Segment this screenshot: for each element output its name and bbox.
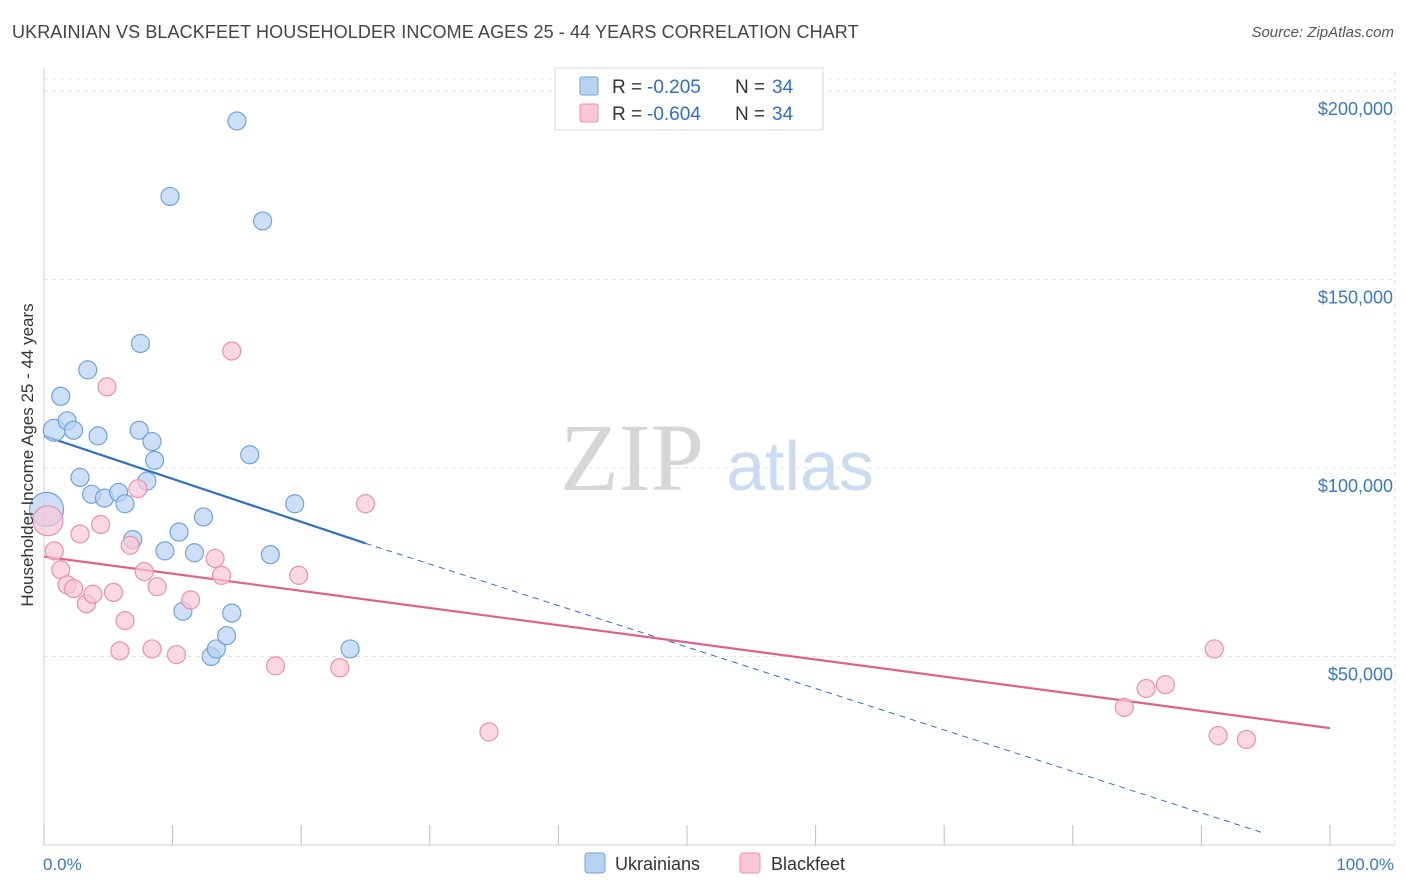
point-blackfeet [1114,697,1134,717]
point-ukrainians [193,507,214,527]
point-ukrainians [206,639,226,659]
point-blackfeet [1236,729,1257,750]
point-blackfeet [142,639,162,659]
watermark-atlas: atlas [726,427,874,505]
point-blackfeet [211,565,232,585]
x-tick-label-max: 100.0% [1336,855,1394,874]
point-blackfeet [110,641,130,661]
point-blackfeet [355,494,376,514]
point-blackfeet [265,656,286,676]
point-ukrainians [240,445,260,465]
point-blackfeet [44,541,64,561]
point-blackfeet [115,611,135,631]
legend-n-value-1: 34 [772,77,794,98]
series-legend-label-ukrainians: Ukrainians [615,854,700,874]
trend-line-extension-ukrainians [365,542,1266,835]
series-legend-swatch-blackfeet [739,852,761,874]
series-legend: Ukrainians Blackfeet [584,852,845,874]
point-ukrainians [88,426,108,446]
trend-lines [43,434,1331,835]
y-tick-label: $200,000 [1318,99,1393,119]
point-ukrainians [63,420,84,440]
point-blackfeet [330,658,350,678]
trend-line-ukrainians [43,434,366,545]
point-ukrainians [130,333,151,354]
point-blackfeet [63,578,84,599]
y-axis-label: Householder Income Ages 25 - 44 years [18,303,37,606]
point-blackfeet [83,584,103,604]
point-ukrainians [142,431,162,452]
point-ukrainians [115,494,135,514]
point-blackfeet [32,505,64,537]
point-blackfeet [103,582,124,602]
legend-r-value-1: -0.205 [647,77,701,98]
point-ukrainians [222,603,242,623]
legend-r-label-1: R = [612,77,642,98]
point-ukrainians [51,386,71,406]
point-blackfeet [479,722,499,742]
point-ukrainians [253,211,273,231]
point-ukrainians [340,639,360,659]
point-ukrainians [169,522,189,542]
legend-n-value-2: 34 [772,104,794,125]
series-legend-label-blackfeet: Blackfeet [771,854,845,874]
point-blackfeet [1136,678,1156,699]
point-ukrainians [160,186,180,207]
watermark-zip: ZIP [560,404,704,511]
point-blackfeet [205,548,225,569]
point-blackfeet [134,562,154,582]
trend-line-blackfeet [43,555,1331,730]
x-tick-label-min: 0.0% [43,855,82,874]
axes: $50,000 $100,000 $150,000 $200,000 [43,68,1395,846]
legend-swatch-ukrainians [579,76,599,96]
legend-r-value-2: -0.604 [647,104,701,125]
point-blackfeet [1204,639,1224,659]
point-ukrainians [217,626,237,646]
point-ukrainians [78,360,98,380]
chart-source: Source: ZipAtlas.com [1251,24,1394,41]
point-ukrainians [227,111,247,131]
series-legend-swatch-ukrainians [584,852,606,874]
point-ukrainians [285,494,305,514]
point-blackfeet [222,341,242,361]
chart-title: UKRAINIAN VS BLACKFEET HOUSEHOLDER INCOM… [12,22,859,42]
point-blackfeet [181,590,201,610]
point-blackfeet [90,514,111,535]
point-ukrainians [70,467,90,487]
y-tick-label: $50,000 [1328,664,1393,684]
point-blackfeet [1155,675,1175,695]
legend-n-label-2: N = [735,104,765,125]
point-blackfeet [120,535,140,555]
point-blackfeet [70,524,90,544]
point-blackfeet [289,565,309,585]
point-blackfeet [1208,726,1228,746]
watermark: ZIP atlas [560,404,874,511]
y-tick-label: $100,000 [1318,476,1393,496]
y-tick-label: $150,000 [1318,287,1393,307]
legend-n-label-1: N = [735,77,765,98]
point-ukrainians [184,543,205,563]
legend-r-label-2: R = [612,104,642,125]
stats-legend: R = -0.205 N = 34 R = -0.604 N = 34 [554,67,824,131]
point-ukrainians [129,420,149,440]
legend-swatch-blackfeet [579,103,599,123]
point-blackfeet [97,377,117,397]
data-points [28,111,1257,750]
point-ukrainians [155,541,175,561]
point-blackfeet [147,577,167,597]
point-ukrainians [144,450,165,470]
point-blackfeet [128,479,148,499]
point-blackfeet [166,644,187,665]
point-ukrainians [260,545,280,565]
